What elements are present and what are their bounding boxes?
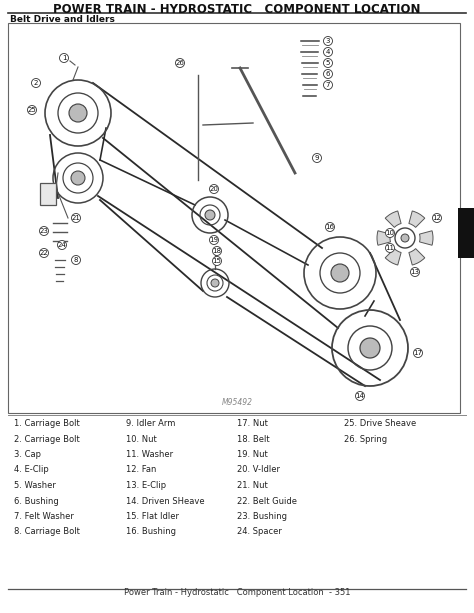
Text: 3: 3 xyxy=(326,38,330,44)
Circle shape xyxy=(69,104,87,122)
Circle shape xyxy=(331,264,349,282)
Circle shape xyxy=(312,153,321,162)
Text: 7: 7 xyxy=(326,82,330,88)
Bar xyxy=(40,183,56,205)
Text: 15: 15 xyxy=(212,258,221,264)
Text: 14: 14 xyxy=(356,393,365,399)
Circle shape xyxy=(57,240,66,249)
Circle shape xyxy=(401,234,409,242)
Text: 19. Nut: 19. Nut xyxy=(237,450,268,459)
Text: 21. Nut: 21. Nut xyxy=(237,481,268,490)
Text: 2: 2 xyxy=(34,80,38,86)
Text: 8: 8 xyxy=(74,257,78,263)
Text: 5: 5 xyxy=(326,60,330,66)
Bar xyxy=(458,208,474,258)
Text: 8. Carriage Bolt: 8. Carriage Bolt xyxy=(14,528,80,536)
Text: 24: 24 xyxy=(58,242,66,248)
Text: 21: 21 xyxy=(72,215,81,221)
Circle shape xyxy=(39,248,48,257)
Text: 12: 12 xyxy=(433,215,441,221)
Text: 18. Belt: 18. Belt xyxy=(237,435,270,443)
Wedge shape xyxy=(377,230,391,245)
Text: 11: 11 xyxy=(385,245,394,251)
Wedge shape xyxy=(385,211,401,227)
Circle shape xyxy=(323,47,332,56)
Circle shape xyxy=(413,349,422,357)
Text: 17: 17 xyxy=(413,350,422,356)
Text: 20. V-Idler: 20. V-Idler xyxy=(237,465,280,474)
Text: 14. Driven SHeave: 14. Driven SHeave xyxy=(126,497,204,506)
Circle shape xyxy=(211,279,219,287)
Text: 22. Belt Guide: 22. Belt Guide xyxy=(237,497,297,506)
Circle shape xyxy=(31,78,40,88)
Text: 23: 23 xyxy=(39,228,48,234)
Circle shape xyxy=(210,235,219,245)
Text: 13: 13 xyxy=(410,269,419,275)
Text: 9. Idler Arm: 9. Idler Arm xyxy=(126,419,175,428)
Wedge shape xyxy=(385,249,401,265)
Text: 25. Drive Sheave: 25. Drive Sheave xyxy=(344,419,416,428)
Circle shape xyxy=(410,267,419,276)
Text: 13. E-Clip: 13. E-Clip xyxy=(126,481,166,490)
Text: 22: 22 xyxy=(40,250,48,256)
Text: 18: 18 xyxy=(212,248,221,254)
Text: 19: 19 xyxy=(210,237,219,243)
Text: 3. Cap: 3. Cap xyxy=(14,450,41,459)
Circle shape xyxy=(212,256,221,265)
Text: 26. Spring: 26. Spring xyxy=(344,435,387,443)
Circle shape xyxy=(210,185,219,194)
Text: Belt Drive and Idlers: Belt Drive and Idlers xyxy=(10,15,115,24)
Text: 17. Nut: 17. Nut xyxy=(237,419,268,428)
Text: 25: 25 xyxy=(27,107,36,113)
Text: 1: 1 xyxy=(62,55,66,61)
Wedge shape xyxy=(409,211,425,227)
Circle shape xyxy=(323,58,332,67)
Circle shape xyxy=(385,243,394,253)
Text: Power Train - Hydrostatic   Component Location  - 351: Power Train - Hydrostatic Component Loca… xyxy=(124,588,350,597)
Text: POWER TRAIN - HYDROSTATIC   COMPONENT LOCATION: POWER TRAIN - HYDROSTATIC COMPONENT LOCA… xyxy=(53,3,421,16)
Text: 1. Carriage Bolt: 1. Carriage Bolt xyxy=(14,419,80,428)
Circle shape xyxy=(326,223,335,232)
Circle shape xyxy=(432,213,441,223)
Circle shape xyxy=(212,246,221,256)
Text: M95492: M95492 xyxy=(221,398,253,407)
Circle shape xyxy=(175,58,184,67)
Text: 7. Felt Washer: 7. Felt Washer xyxy=(14,512,74,521)
Bar xyxy=(8,23,460,413)
Text: 10. Nut: 10. Nut xyxy=(126,435,156,443)
Circle shape xyxy=(323,69,332,78)
Circle shape xyxy=(27,105,36,115)
Wedge shape xyxy=(409,249,425,265)
Text: 4: 4 xyxy=(326,49,330,55)
Text: 6. Bushing: 6. Bushing xyxy=(14,497,59,506)
Circle shape xyxy=(356,392,365,400)
Circle shape xyxy=(39,226,48,235)
Circle shape xyxy=(71,171,85,185)
Text: 23. Bushing: 23. Bushing xyxy=(237,512,287,521)
Text: 20: 20 xyxy=(210,186,219,192)
Text: 16. Bushing: 16. Bushing xyxy=(126,528,175,536)
Text: 26: 26 xyxy=(175,60,184,66)
Text: 15. Flat Idler: 15. Flat Idler xyxy=(126,512,179,521)
Circle shape xyxy=(360,338,380,358)
Circle shape xyxy=(323,37,332,45)
Text: 4. E-Clip: 4. E-Clip xyxy=(14,465,49,474)
Circle shape xyxy=(385,229,394,237)
Circle shape xyxy=(323,80,332,89)
Circle shape xyxy=(60,53,69,63)
Text: 9: 9 xyxy=(315,155,319,161)
Circle shape xyxy=(72,256,81,264)
Text: 2. Carriage Bolt: 2. Carriage Bolt xyxy=(14,435,80,443)
Circle shape xyxy=(205,210,215,220)
Wedge shape xyxy=(419,230,433,245)
Text: 24. Spacer: 24. Spacer xyxy=(237,528,282,536)
Text: 16: 16 xyxy=(326,224,335,230)
Text: 5. Washer: 5. Washer xyxy=(14,481,56,490)
Circle shape xyxy=(72,213,81,223)
Text: 10: 10 xyxy=(385,230,394,236)
Text: 6: 6 xyxy=(326,71,330,77)
Text: 11. Washer: 11. Washer xyxy=(126,450,173,459)
Text: 12. Fan: 12. Fan xyxy=(126,465,156,474)
